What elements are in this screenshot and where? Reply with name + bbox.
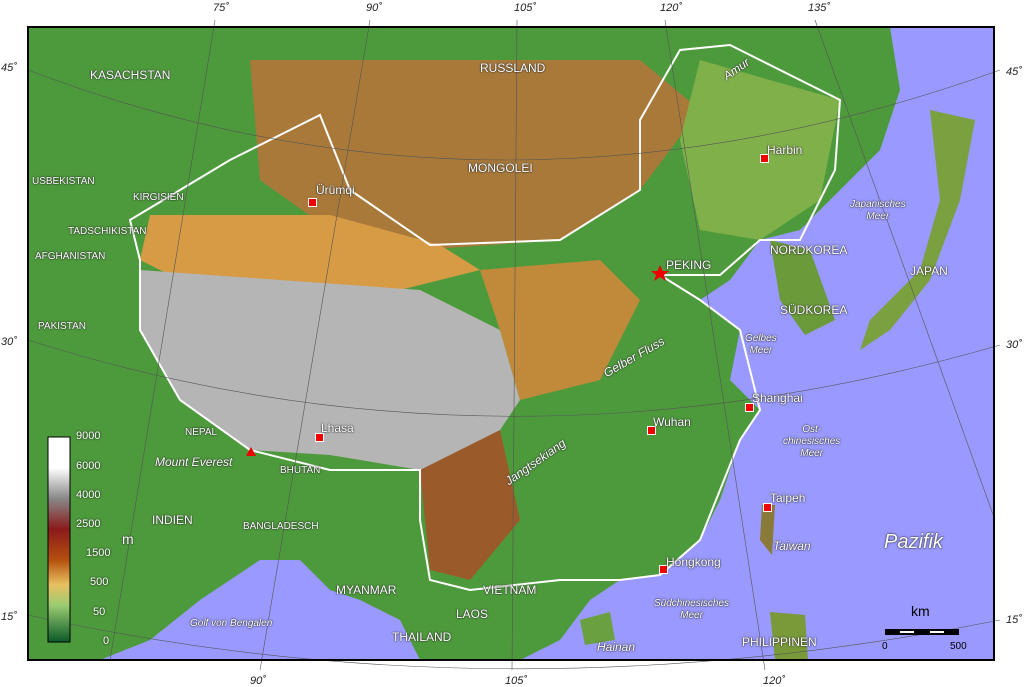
label-suedchinesisches-meer: Südchinesisches Meer xyxy=(654,598,729,622)
city-marker-wuhan xyxy=(647,426,656,435)
label-hongkong: Hongkong xyxy=(666,555,721,569)
label-taipeh: Taipeh xyxy=(770,491,806,505)
label-ostchinesisches-meer: Ost-chinesisches Meer xyxy=(783,424,840,460)
hainan-island xyxy=(580,612,615,645)
graticule-top-75: 75˚ xyxy=(213,2,229,14)
legend-tick: 6000 xyxy=(76,460,101,472)
label-afghanistan: AFGHANISTAN xyxy=(35,251,106,262)
label-golf-von-bengalen: Golf von Bengalen xyxy=(190,618,273,629)
label-bhutan: BHUTAN xyxy=(280,465,321,476)
label-line: Meer xyxy=(800,448,824,459)
korea xyxy=(770,240,835,335)
label-line: chinesisches xyxy=(783,436,841,447)
tibet-plateau xyxy=(140,270,520,470)
mountains-south xyxy=(420,430,520,580)
legend-tick: 0 xyxy=(103,635,110,647)
scale-end: 500 xyxy=(950,641,967,652)
label-urumqi: Ürümqi xyxy=(316,183,355,197)
label-pakistan: PAKISTAN xyxy=(38,321,86,332)
label-bangladesch: BANGLADESCH xyxy=(243,521,319,532)
scale-unit: km xyxy=(911,603,930,619)
graticule-left-15: 15˚ xyxy=(1,611,17,623)
label-indien: INDIEN xyxy=(152,513,193,527)
city-marker-urumqi xyxy=(308,198,317,207)
legend-unit: m xyxy=(122,531,134,547)
label-laos: LAOS xyxy=(456,607,489,621)
graticule-top-120: 120˚ xyxy=(660,2,683,14)
label-kirgisien: KIRGISIEN xyxy=(133,192,184,203)
city-marker-hongkong xyxy=(659,565,668,574)
label-wuhan: Wuhan xyxy=(653,415,691,429)
label-suedkorea: SÜDKOREA xyxy=(780,303,848,317)
graticule-top-105: 105˚ xyxy=(514,2,537,14)
label-mongolei: MONGOLEI xyxy=(468,161,533,175)
label-harbin: Harbin xyxy=(767,143,803,157)
label-pazifik: Pazifik xyxy=(884,531,943,553)
label-line: Japanisches xyxy=(850,199,906,210)
graticule-bottom-105: 105˚ xyxy=(505,675,528,687)
mongolia-highland xyxy=(250,60,700,250)
label-russland: RUSSLAND xyxy=(480,61,546,75)
label-gelbes-meer: Gelbes Meer xyxy=(745,333,777,357)
graticule-left-30: 30˚ xyxy=(1,336,17,348)
label-myanmar: MYANMAR xyxy=(336,583,397,597)
graticule-top-135: 135˚ xyxy=(808,2,831,14)
loess-plateau xyxy=(480,260,640,400)
label-line: Gelbes xyxy=(745,333,777,344)
china-border xyxy=(128,43,842,592)
label-line: Meer xyxy=(680,610,703,621)
label-tadschikistan: TADSCHIKISTAN xyxy=(68,226,147,237)
graticule-top-90: 90˚ xyxy=(366,2,382,14)
label-philippinen: PHILIPPINEN xyxy=(742,635,817,649)
label-usbekistan: USBEKISTAN xyxy=(32,176,95,187)
label-peking: PEKING xyxy=(666,258,712,272)
capital-star-icon xyxy=(651,265,669,281)
scale-start: 0 xyxy=(882,641,888,652)
label-nepal: NEPAL xyxy=(185,427,218,438)
label-lhasa: Lhasa xyxy=(321,421,354,435)
graticule-bottom-120: 120˚ xyxy=(763,675,786,687)
legend-tick: 2500 xyxy=(76,518,101,530)
philippines-island xyxy=(770,612,808,660)
taiwan-island xyxy=(760,505,775,555)
graticule-right-30: 30˚ xyxy=(1006,339,1022,351)
legend-tick: 50 xyxy=(93,606,106,618)
label-line: Südchinesisches xyxy=(654,598,730,609)
graticule xyxy=(27,19,1001,671)
label-line: Meer xyxy=(749,345,773,356)
graticule-right-45: 45˚ xyxy=(1006,66,1022,78)
label-japanisches-meer: Japanisches Meer xyxy=(850,199,906,223)
label-nordkorea: NORDKOREA xyxy=(770,243,848,257)
city-marker-shanghai xyxy=(745,403,754,412)
northeast-plain xyxy=(680,60,840,240)
label-line: Meer xyxy=(866,211,890,222)
label-mount-everest: Mount Everest xyxy=(155,455,233,469)
scale-bar xyxy=(885,629,959,635)
city-marker-lhasa xyxy=(315,433,324,442)
legend-tick: 1500 xyxy=(86,547,111,559)
legend-tick: 500 xyxy=(90,576,109,588)
japan xyxy=(860,110,975,350)
city-marker-harbin xyxy=(760,154,769,163)
label-shanghai: Shanghai xyxy=(752,391,803,405)
label-thailand: THAILAND xyxy=(392,630,452,644)
mount-everest-icon xyxy=(246,447,256,456)
label-vietnam: VIETNAM xyxy=(483,583,537,597)
legend-tick: 4000 xyxy=(76,489,101,501)
map-frame xyxy=(27,26,995,661)
label-line: Ost- xyxy=(802,424,822,435)
label-kasachstan: KASACHSTAN xyxy=(90,68,171,82)
tarim-basin xyxy=(140,215,480,290)
legend-tick: 9000 xyxy=(76,430,101,442)
graticule-left-45: 45˚ xyxy=(1,62,17,74)
label-hainan: Hainan xyxy=(597,640,636,654)
label-taiwan: Taiwan xyxy=(773,539,811,553)
graticule-bottom-90: 90˚ xyxy=(250,675,266,687)
legend-color-bar xyxy=(47,436,71,643)
graticule-right-15: 15˚ xyxy=(1006,614,1022,626)
city-marker-taipeh xyxy=(763,503,772,512)
label-japan: JAPAN xyxy=(910,264,948,278)
